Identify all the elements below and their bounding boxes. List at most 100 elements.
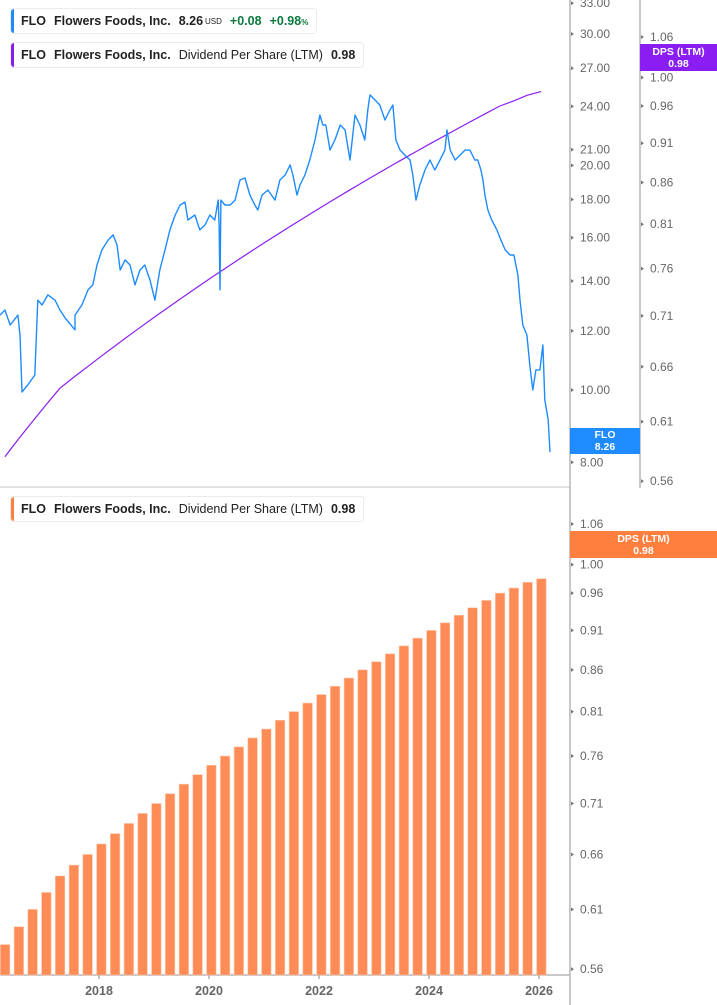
time-axis-label: 2024	[415, 984, 443, 998]
tag-label: FLO	[594, 429, 616, 441]
dps-bar	[398, 645, 409, 976]
dps-bar	[247, 737, 258, 976]
legend-change-pct: +0.98	[269, 14, 302, 28]
dps-axis-label: 0.86	[650, 176, 674, 190]
legend-change: +0.08	[229, 14, 262, 28]
series-color-marker	[11, 9, 14, 33]
price-axis-label: 33.00	[580, 0, 610, 10]
price-axis-tick	[571, 278, 574, 283]
dps-axis-tick	[641, 180, 644, 185]
price-axis-tick	[571, 104, 574, 109]
legend-ticker: FLO	[21, 14, 46, 28]
dps-bar	[522, 582, 533, 976]
dps-bar	[467, 607, 478, 976]
dps-bar	[82, 854, 93, 976]
legend-ticker: FLO	[21, 48, 46, 62]
legend-value: 0.98	[330, 502, 356, 516]
dps-bar	[206, 765, 217, 976]
dps-top-last-value-tag: DPS (LTM) 0.98	[640, 44, 717, 71]
price-axis-label: 10.00	[580, 383, 610, 397]
legend-metric: Dividend Per Share (LTM)	[178, 48, 323, 62]
price-axis-label: 16.00	[580, 231, 610, 245]
dps-axis-tick	[641, 141, 644, 146]
price-axis-tick	[571, 235, 574, 240]
dps-bar	[440, 622, 451, 976]
dps-axis-tick	[571, 562, 574, 567]
dps-axis-label: 0.96	[650, 99, 674, 113]
price-last-value-tag: FLO 8.26	[570, 428, 640, 454]
price-line	[0, 94, 551, 452]
dps-axis-tick	[641, 479, 644, 484]
dps-axis-tick	[571, 907, 574, 912]
dps-bar	[426, 630, 437, 976]
price-axis-tick	[571, 460, 574, 465]
price-axis-tick	[571, 388, 574, 393]
dps-axis-label: 1.06	[650, 30, 674, 44]
price-axis-tick	[571, 328, 574, 333]
dps-axis-tick	[571, 801, 574, 806]
dps-bar	[316, 694, 327, 976]
dps-legend-bottom[interactable]: FLO Flowers Foods, Inc. Dividend Per Sha…	[10, 496, 365, 522]
legend-value: 0.98	[330, 48, 356, 62]
dps-legend-top[interactable]: FLO Flowers Foods, Inc. Dividend Per Sha…	[10, 42, 365, 68]
price-axis-label: 24.00	[580, 99, 610, 113]
dps-bar	[110, 833, 121, 976]
dps-axis-tick	[641, 364, 644, 369]
dps-bar	[536, 578, 547, 976]
dps-axis-tick	[571, 628, 574, 633]
dps-bar	[220, 755, 231, 976]
dps-axis-tick	[571, 667, 574, 672]
tag-value: 0.98	[633, 544, 654, 557]
dps-axis-label: 0.56	[650, 474, 674, 488]
price-axis-tick	[571, 32, 574, 37]
price-axis-label: 12.00	[580, 324, 610, 338]
dps-axis-label: 1.06	[580, 517, 604, 531]
dps-bar	[288, 711, 299, 976]
dps-bar	[275, 719, 286, 976]
dps-axis-tick	[571, 967, 574, 972]
dps-bar	[137, 813, 148, 976]
dps-axis-tick	[571, 522, 574, 526]
legend-metric: Dividend Per Share (LTM)	[178, 502, 323, 516]
price-axis-tick	[571, 163, 574, 168]
dps-axis-label: 1.00	[580, 558, 604, 572]
price-axis-label: 21.00	[580, 143, 610, 157]
dps-axis-tick	[641, 419, 644, 424]
dps-bottom-last-value-tag: DPS (LTM) 0.98	[570, 531, 717, 558]
dps-bar	[68, 864, 79, 976]
dps-axis-tick	[641, 222, 644, 227]
dps-axis-label: 0.76	[580, 749, 604, 763]
dps-bar	[508, 587, 519, 976]
time-axis-label: 2022	[305, 984, 333, 998]
legend-ticker: FLO	[21, 502, 46, 516]
dps-axis-label: 0.86	[580, 663, 604, 677]
dps-bar	[343, 677, 354, 976]
dps-axis-label: 1.00	[650, 71, 674, 85]
dps-bar	[357, 669, 368, 976]
dps-axis-label: 0.76	[650, 262, 674, 276]
price-axis-tick	[571, 147, 574, 152]
dps-bar	[165, 793, 176, 976]
dps-bar	[55, 875, 66, 976]
dps-axis-tick	[571, 754, 574, 759]
dps-bar	[192, 774, 203, 976]
dps-line	[4, 91, 542, 458]
legend-company: Flowers Foods, Inc.	[54, 14, 171, 28]
dps-bar	[453, 614, 464, 976]
price-axis-label: 27.00	[580, 61, 610, 75]
dps-axis-label: 0.61	[580, 902, 604, 916]
dps-bar	[41, 892, 52, 976]
price-axis-tick	[571, 1, 574, 6]
dps-axis-label: 0.71	[650, 309, 674, 323]
price-legend[interactable]: FLO Flowers Foods, Inc. 8.26 USD +0.08 +…	[10, 8, 318, 34]
legend-company: Flowers Foods, Inc.	[54, 502, 171, 516]
dps-axis-label: 0.91	[650, 136, 674, 150]
dps-bar	[302, 702, 313, 976]
dps-bar	[151, 803, 162, 976]
tag-label: DPS (LTM)	[652, 45, 705, 58]
dps-bar	[27, 909, 38, 976]
dps-bar	[412, 637, 423, 976]
dps-axis-tick	[641, 266, 644, 271]
time-axis-label: 2018	[85, 984, 113, 998]
